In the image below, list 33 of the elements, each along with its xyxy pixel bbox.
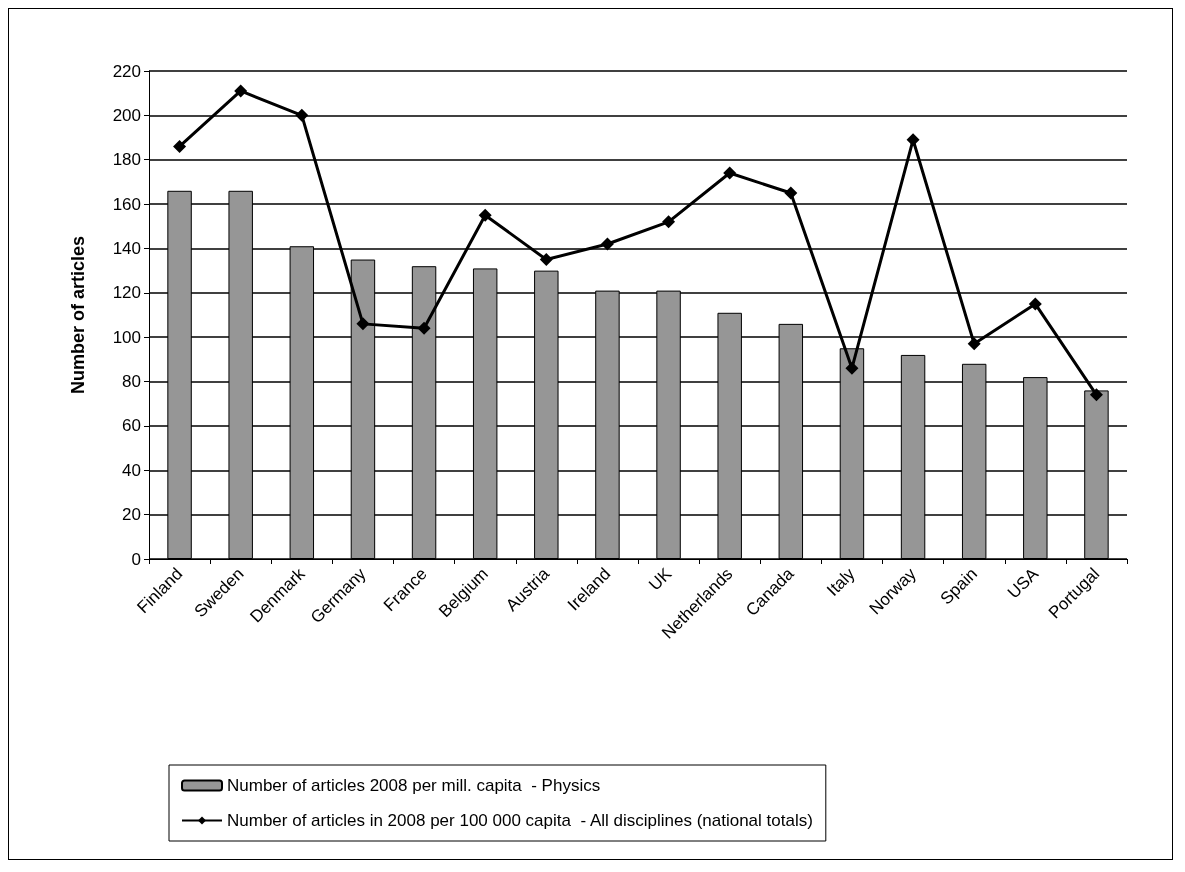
point xyxy=(295,108,309,122)
y-tick-label: 120 xyxy=(112,283,141,303)
y-tick-label: 100 xyxy=(112,327,141,347)
point xyxy=(1089,388,1103,402)
point xyxy=(906,133,920,147)
point xyxy=(356,317,370,331)
y-tick-label: 40 xyxy=(122,460,141,480)
y-tick-label: 0 xyxy=(131,549,141,569)
point xyxy=(417,321,431,335)
y-axis-title: Number of articles xyxy=(68,235,88,395)
legend-label: Number of articles in 2008 per 100 000 capita - All disciplines (national totals) xyxy=(227,811,813,830)
point xyxy=(1028,297,1042,311)
x-tick-label: Italy xyxy=(823,563,860,600)
point xyxy=(173,139,187,153)
point xyxy=(234,84,248,98)
point xyxy=(845,361,859,375)
x-tick-label: USA xyxy=(1003,563,1043,603)
y-tick-label: 80 xyxy=(122,372,141,392)
point xyxy=(478,208,492,222)
y-tick-label: 200 xyxy=(112,105,141,125)
y-tick-label: 20 xyxy=(122,505,141,525)
y-tick-label: 220 xyxy=(112,61,141,81)
y-tick-label: 160 xyxy=(112,194,141,214)
point xyxy=(967,337,981,351)
legend-label: Number of articles 2008 per mill. capita - Physics xyxy=(227,776,601,795)
point xyxy=(539,253,553,267)
point xyxy=(723,166,737,180)
point xyxy=(662,215,676,229)
point xyxy=(600,237,614,251)
point xyxy=(784,186,798,200)
y-tick-label: 180 xyxy=(112,150,141,170)
y-tick-label: 140 xyxy=(112,238,141,258)
y-tick-label: 60 xyxy=(122,416,141,436)
